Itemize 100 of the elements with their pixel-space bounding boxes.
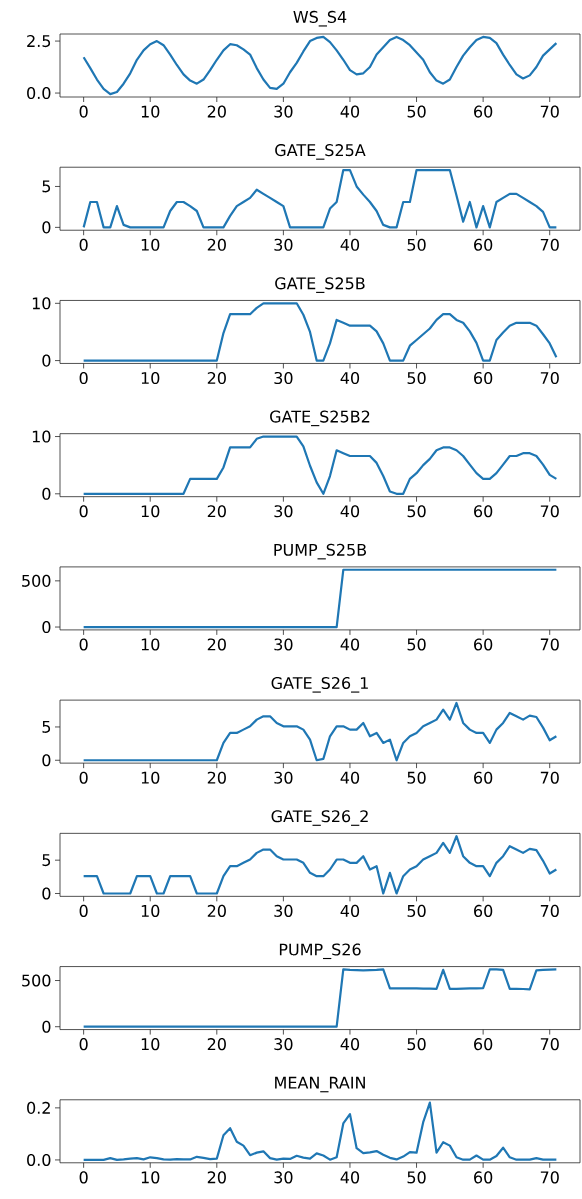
y-tick-label: 2.5: [27, 35, 51, 48]
y-tick-label: 500: [22, 574, 51, 587]
x-tick-label: 40: [340, 638, 360, 651]
x-tick-label: 50: [407, 904, 426, 917]
x-tick-label: 0: [79, 1038, 88, 1051]
x-tick-label: 60: [474, 1038, 493, 1051]
x-tick-label: 60: [474, 105, 493, 118]
chart-title: WS_S4: [293, 10, 347, 27]
x-tick-label: 10: [141, 105, 160, 118]
x-tick-label: 0: [79, 105, 88, 118]
x-tick-label: 20: [207, 1171, 226, 1184]
x-tick-label: 30: [274, 638, 293, 651]
x-tick-label: 10: [141, 771, 160, 784]
x-tick-label: 0: [79, 505, 88, 518]
x-tick-label: 50: [407, 105, 426, 118]
y-tick-label: 0: [42, 221, 51, 234]
x-tick-label: 50: [407, 238, 426, 251]
x-tick-label: 20: [207, 505, 226, 518]
x-tick-label: 20: [207, 105, 226, 118]
x-tick-label: 60: [474, 238, 493, 251]
x-tick-label: 60: [474, 904, 493, 917]
y-tick-label: 0.0: [27, 1153, 51, 1166]
x-tick-label: 10: [141, 1038, 160, 1051]
x-tick-label: 0: [79, 638, 88, 651]
x-tick-label: 10: [141, 238, 160, 251]
x-tick-label: 10: [141, 1171, 160, 1184]
x-tick-label: 40: [340, 904, 360, 917]
y-tick-label: 500: [22, 974, 51, 987]
x-tick-label: 70: [540, 1171, 559, 1184]
x-tick-label: 0: [79, 238, 88, 251]
y-tick-label: 0: [42, 487, 51, 500]
x-tick-label: 30: [274, 771, 293, 784]
x-tick-label: 20: [207, 771, 226, 784]
y-tick-label: 0.0: [27, 87, 51, 100]
x-tick-label: 0: [79, 371, 88, 385]
y-tick-label: 0: [42, 887, 51, 900]
y-tick-label: 0: [42, 754, 51, 767]
x-tick-label: 50: [407, 1171, 426, 1184]
x-tick-label: 20: [207, 238, 226, 251]
y-tick-label: 5: [42, 854, 51, 867]
x-tick-label: 40: [340, 1171, 360, 1184]
x-tick-label: 70: [540, 505, 559, 518]
x-tick-label: 50: [407, 505, 426, 518]
x-tick-label: 30: [274, 1171, 293, 1184]
x-tick-label: 10: [141, 904, 160, 917]
x-tick-label: 40: [340, 238, 360, 251]
x-tick-label: 30: [274, 238, 293, 251]
chart-title: MEAN_RAIN: [275, 1076, 365, 1093]
x-tick-label: 40: [340, 371, 360, 385]
chart-title: GATE_S25A: [275, 144, 366, 160]
y-tick-label: 0.2: [27, 1101, 50, 1114]
chart-title: GATE_S25B2: [270, 410, 370, 427]
x-tick-label: 40: [340, 771, 360, 784]
x-tick-label: 70: [540, 904, 559, 917]
line-series: [82, 35, 558, 96]
x-tick-label: 40: [340, 105, 360, 118]
x-tick-label: 60: [474, 505, 493, 518]
x-tick-label: 70: [540, 238, 559, 251]
x-tick-label: 0: [79, 1171, 88, 1184]
x-tick-label: 70: [540, 371, 559, 385]
y-tick-label: 0: [42, 620, 51, 634]
x-tick-label: 60: [474, 771, 493, 784]
x-tick-label: 10: [141, 371, 160, 385]
x-tick-label: 10: [141, 505, 160, 518]
chart-title: PUMP_S26: [279, 943, 361, 960]
x-tick-label: 10: [141, 638, 160, 651]
x-tick-label: 0: [79, 771, 88, 784]
chart-title: PUMP_S25B: [274, 543, 367, 560]
x-tick-label: 30: [274, 904, 293, 917]
chart-title: GATE_S26_1: [271, 676, 368, 693]
x-tick-label: 70: [540, 105, 559, 118]
x-tick-label: 30: [274, 1038, 293, 1051]
x-tick-label: 20: [207, 371, 226, 385]
x-tick-label: 50: [407, 638, 426, 651]
y-tick-label: 10: [32, 430, 51, 443]
y-tick-label: 5: [42, 721, 51, 733]
x-tick-label: 20: [207, 638, 226, 651]
x-tick-label: 50: [407, 1038, 426, 1051]
x-tick-label: 70: [540, 1038, 559, 1051]
x-tick-label: 70: [540, 771, 559, 784]
x-tick-label: 50: [407, 371, 426, 385]
y-tick-label: 0: [42, 354, 51, 367]
x-tick-label: 40: [340, 505, 360, 518]
x-tick-label: 60: [474, 1171, 493, 1184]
chart-title: GATE_S26_2: [271, 810, 368, 826]
x-tick-label: 30: [274, 505, 293, 518]
x-tick-label: 60: [474, 371, 493, 385]
x-tick-label: 60: [474, 638, 493, 651]
x-tick-label: 30: [274, 371, 293, 385]
x-tick-label: 20: [207, 904, 226, 917]
chart-title: GATE_S25B: [275, 277, 365, 293]
x-tick-label: 70: [540, 638, 559, 651]
x-tick-label: 20: [207, 1038, 226, 1051]
y-tick-label: 5: [42, 180, 51, 193]
x-tick-label: 30: [274, 105, 293, 118]
y-tick-label: 10: [32, 297, 51, 310]
x-tick-label: 40: [340, 1038, 360, 1051]
x-tick-label: 0: [79, 904, 88, 917]
y-tick-label: 0: [42, 1020, 51, 1033]
x-tick-label: 50: [407, 771, 426, 784]
